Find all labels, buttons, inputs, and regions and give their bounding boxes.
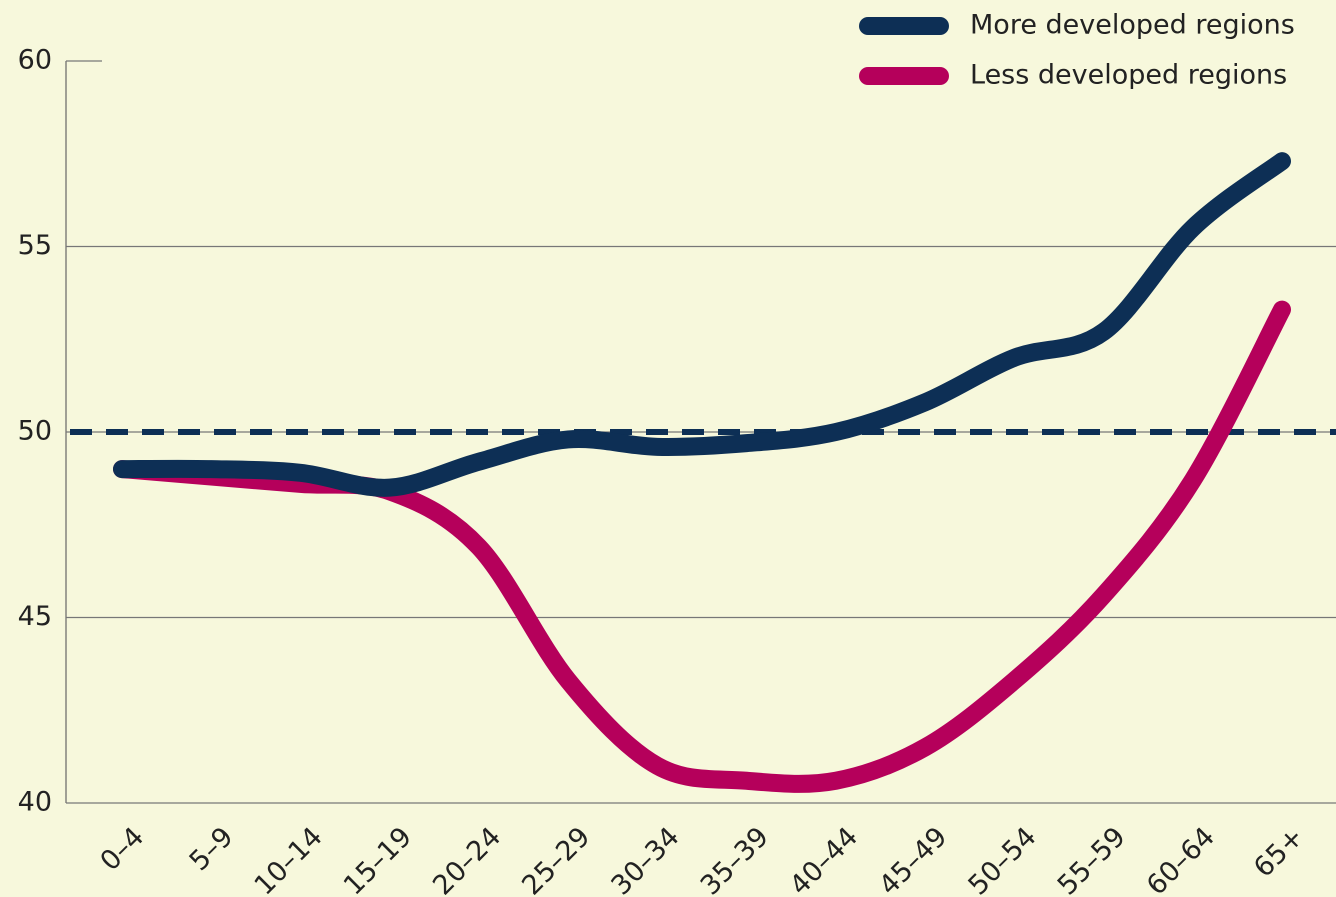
y-tick-label: 40: [18, 787, 52, 818]
series-line: [113, 152, 1291, 497]
y-tick-label: 60: [18, 45, 52, 76]
y-tick-label: 55: [18, 230, 52, 261]
legend-label: Less developed regions: [970, 60, 1287, 91]
y-tick-label: 45: [18, 601, 52, 632]
legend-label: More developed regions: [970, 10, 1295, 41]
y-tick-label: 50: [18, 416, 52, 447]
